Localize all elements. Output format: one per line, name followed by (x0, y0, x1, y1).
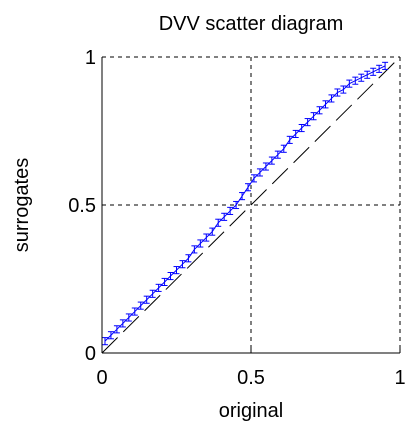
y-axis-ticks: 00.51 (68, 47, 106, 365)
error-bar (167, 271, 174, 281)
y-axis-label: surrogates (11, 158, 33, 253)
error-bar (358, 73, 365, 82)
error-bar (268, 156, 275, 165)
error-bar (131, 307, 138, 316)
x-axis-label: original (219, 400, 283, 422)
reference-diagonal (101, 56, 401, 354)
x-tick-label: 0.5 (237, 367, 265, 389)
error-bar (215, 218, 222, 227)
error-bar (292, 129, 299, 139)
error-bar (155, 283, 162, 292)
error-bar (340, 85, 347, 94)
error-bar (256, 168, 263, 177)
reference-line (101, 56, 401, 354)
error-bar (203, 233, 210, 242)
error-bar (250, 174, 257, 183)
error-bar (233, 200, 240, 210)
error-bar (173, 266, 180, 275)
error-bar (274, 150, 281, 159)
y-tick-label: 0 (85, 343, 96, 365)
error-bar (304, 118, 311, 127)
error-bar (322, 100, 329, 109)
error-bar (113, 325, 120, 334)
error-bar (125, 313, 132, 322)
error-bar (101, 337, 108, 346)
error-bar (209, 227, 216, 236)
error-bar (298, 123, 305, 133)
error-bar (280, 144, 287, 153)
error-bar (352, 76, 359, 85)
error-bar (346, 79, 353, 88)
error-bar (382, 61, 389, 70)
error-bar (185, 254, 192, 263)
error-bar (286, 135, 293, 144)
y-tick-label: 0.5 (68, 195, 96, 217)
chart-title: DVV scatter diagram (159, 13, 344, 35)
error-bar (179, 260, 186, 269)
error-bar (239, 192, 246, 201)
error-bar (334, 88, 341, 97)
x-tick-label: 1 (394, 367, 405, 389)
error-bar (316, 106, 323, 115)
error-bar (107, 331, 114, 340)
error-bar (328, 94, 335, 103)
error-bar (221, 212, 228, 221)
error-bar (262, 162, 269, 171)
error-bar (119, 319, 126, 328)
error-bar (370, 67, 377, 76)
x-tick-label: 0 (96, 367, 107, 389)
error-bar (143, 295, 150, 304)
error-bar (310, 112, 317, 121)
error-bar (197, 239, 204, 248)
error-bar (376, 64, 383, 73)
error-bar (364, 70, 371, 79)
y-tick-label: 1 (85, 47, 96, 69)
error-bar (245, 183, 252, 192)
error-bar (137, 301, 144, 310)
error-bar (191, 245, 198, 254)
x-axis-ticks: 0 0.5 1 (96, 349, 406, 389)
error-bar (227, 206, 234, 215)
data-series (101, 61, 389, 346)
error-bar (161, 277, 168, 287)
series-line (104, 65, 386, 342)
error-bar (149, 289, 156, 298)
